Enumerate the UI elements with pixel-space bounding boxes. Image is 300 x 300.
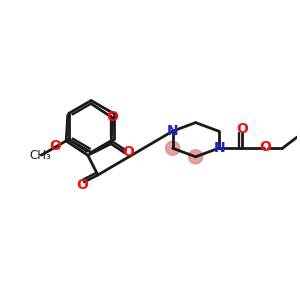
Circle shape bbox=[189, 150, 203, 164]
Text: O: O bbox=[106, 110, 119, 124]
Circle shape bbox=[166, 141, 180, 155]
Text: O: O bbox=[50, 139, 61, 153]
Text: O: O bbox=[122, 145, 134, 159]
Text: O: O bbox=[236, 122, 248, 136]
Text: N: N bbox=[166, 124, 178, 138]
Text: CH₃: CH₃ bbox=[29, 149, 51, 162]
Text: O: O bbox=[259, 140, 271, 154]
Text: N: N bbox=[213, 141, 225, 154]
Text: O: O bbox=[76, 178, 88, 192]
